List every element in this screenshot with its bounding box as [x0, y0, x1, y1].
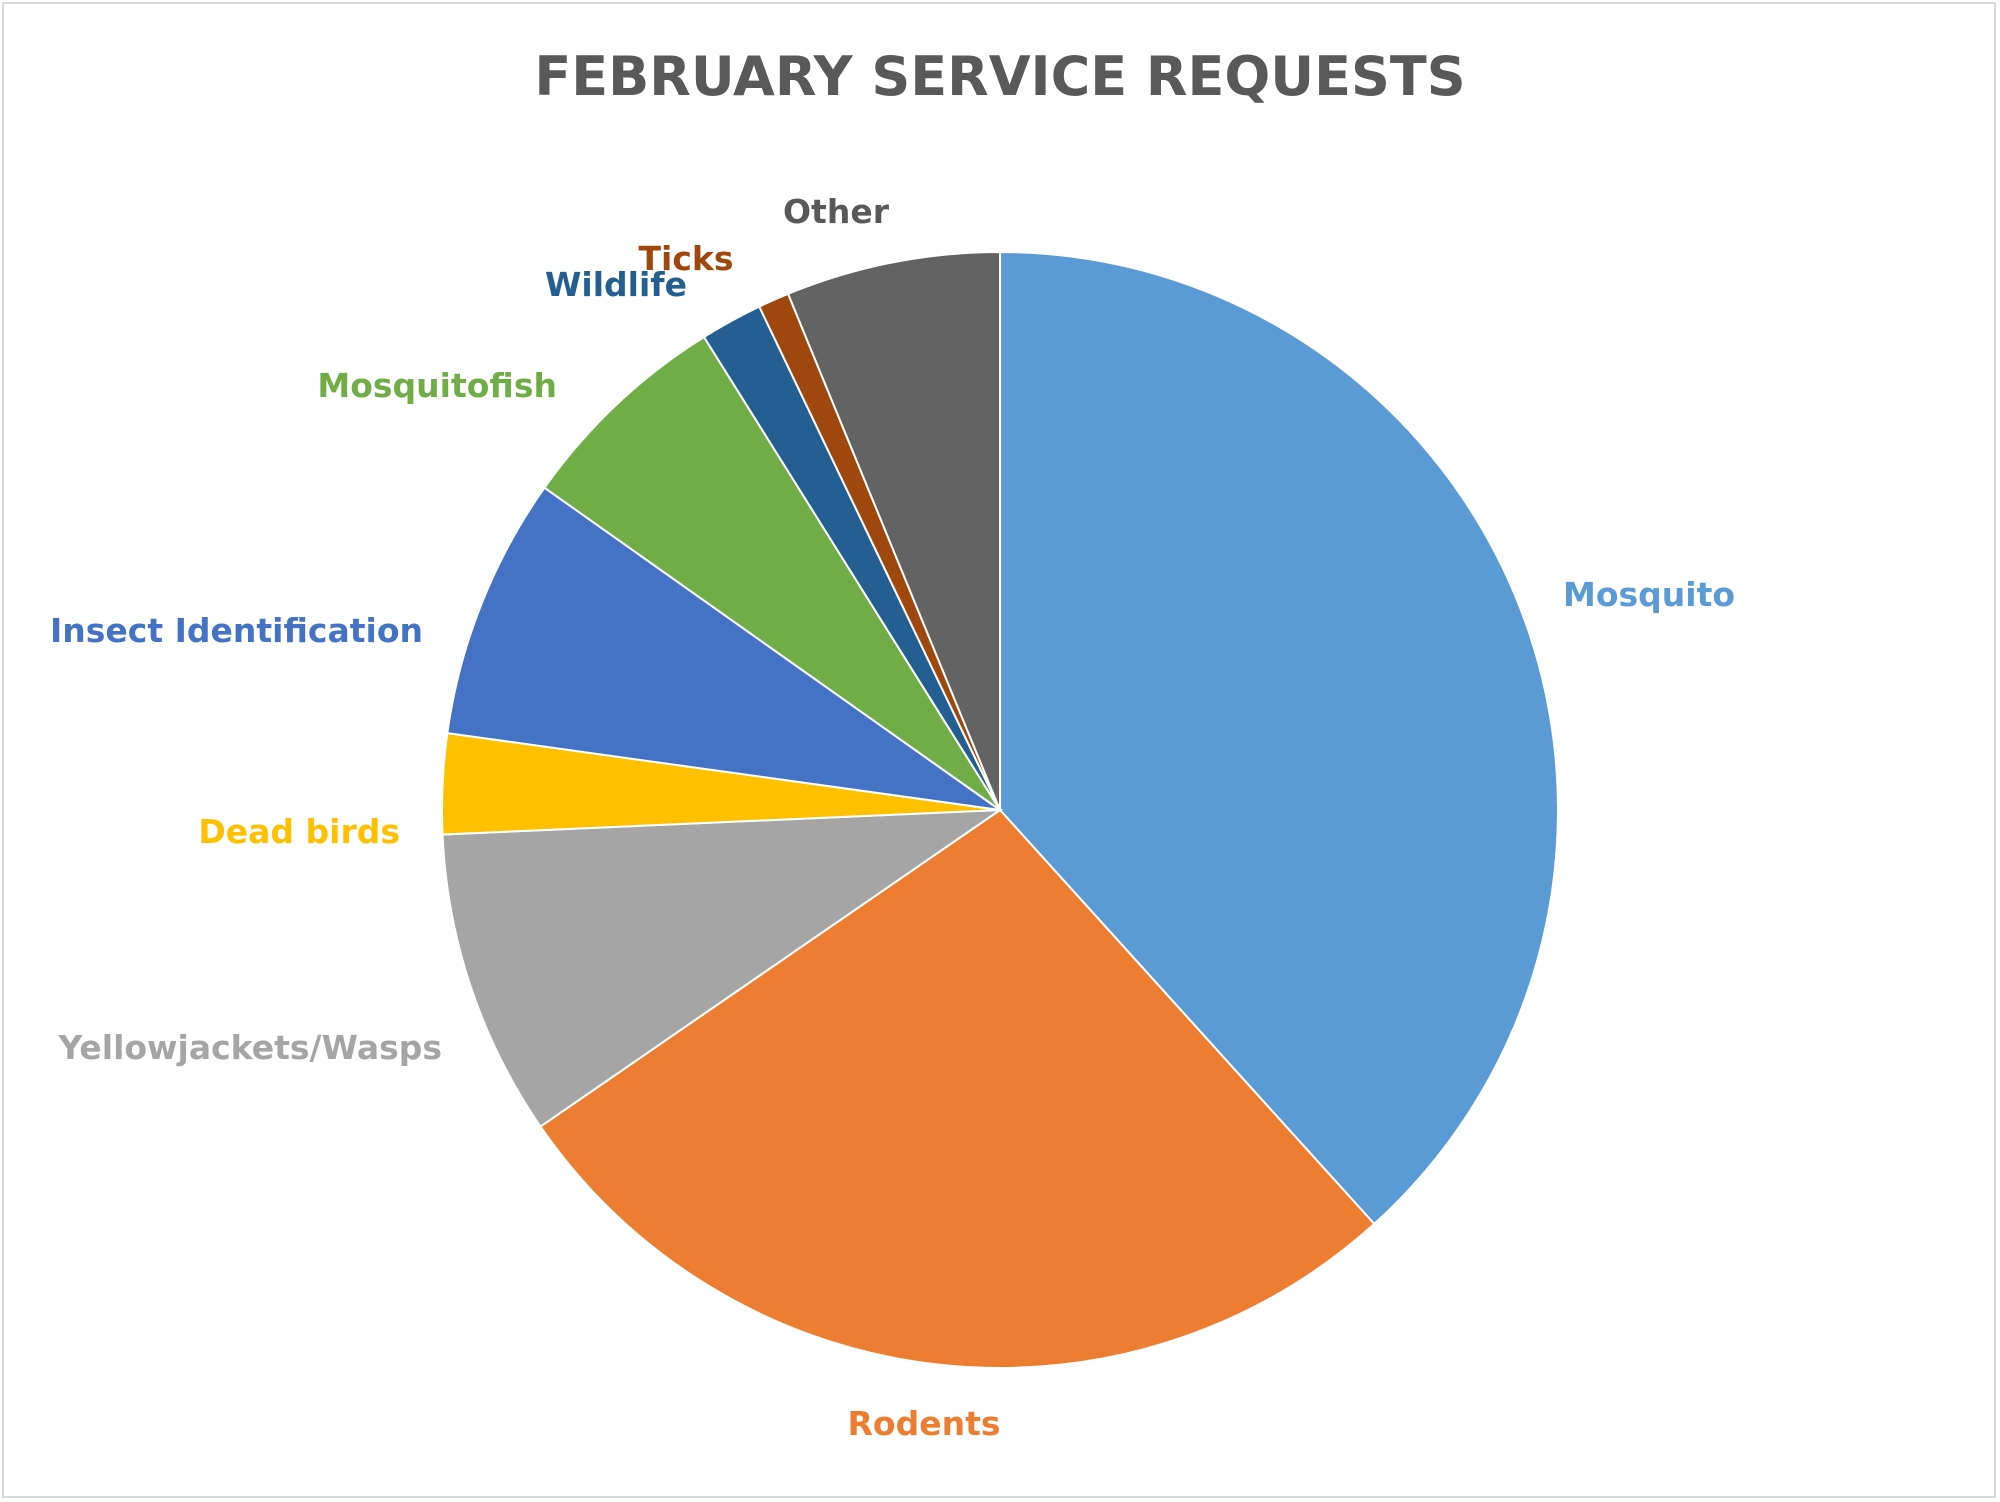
pie-slice-mosquitofish [543, 335, 1001, 811]
pie-slice-other [786, 250, 1001, 811]
pie-slice-yellowjackets-wasps [441, 808, 1004, 1128]
slice-label-rodents: Rodents [848, 1404, 1001, 1443]
slice-label-mosquito: Mosquito [1563, 575, 1735, 614]
chart-title: FEBRUARY SERVICE REQUESTS [534, 45, 1465, 108]
slice-label-other: Other [783, 192, 890, 231]
slice-label-mosquitofish: Mosquitofish [317, 366, 557, 405]
slice-label-wildlife: Wildlife [545, 265, 687, 304]
pie-slice-rodents [539, 808, 1376, 1369]
pie-labels: Mosquito Rodents Yellowjackets/Wasps Dead b… [50, 192, 1735, 1443]
slice-label-yellowjackets-wasps: Yellowjackets/Wasps [58, 1028, 442, 1067]
pie-slice-mosquito [999, 250, 1559, 1226]
pie-slices [441, 250, 1559, 1369]
slice-label-dead-birds: Dead birds [198, 812, 400, 851]
slice-label-ticks: Ticks [639, 239, 734, 278]
slice-label-insect-identification: Insect Identification [50, 611, 423, 650]
pie-slice-insect-identification [446, 486, 1001, 811]
